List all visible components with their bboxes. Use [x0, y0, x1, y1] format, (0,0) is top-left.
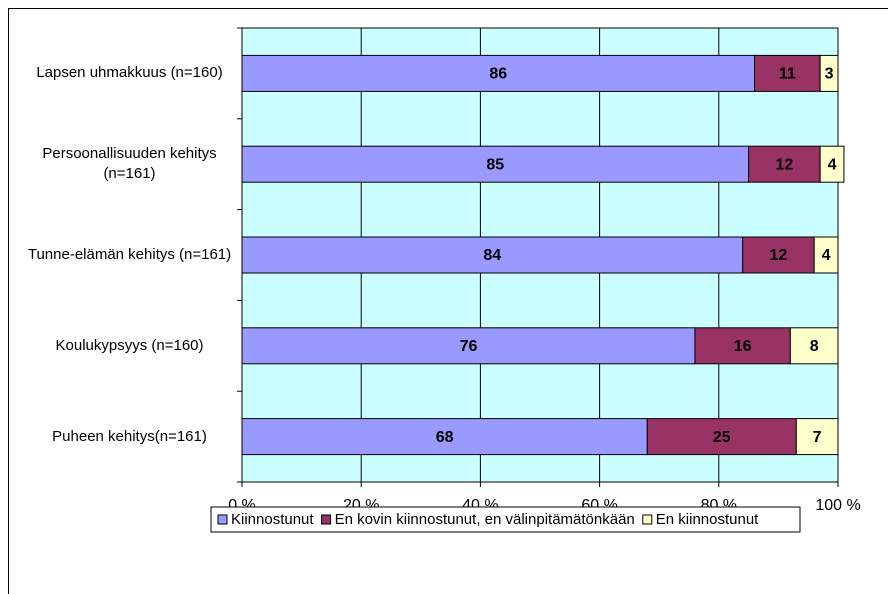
legend-swatch	[321, 514, 332, 525]
bar-segment	[241, 418, 648, 456]
category-label: Tunne-elämän kehitys (n=161)	[27, 246, 232, 263]
chart-border	[8, 8, 888, 594]
bar-segment	[789, 327, 839, 365]
legend-label: En kovin kiinnostunut, en välinpitämätön…	[335, 511, 635, 528]
category-label: Puheen kehitys(n=161)	[52, 427, 207, 445]
value-label: 25	[713, 429, 731, 446]
legend-label: Kiinnostunut	[231, 511, 314, 528]
legend-box	[210, 506, 801, 533]
bar-segment	[748, 145, 821, 183]
legend-swatch	[642, 514, 653, 525]
value-label: 16	[734, 338, 752, 355]
value-label: 3	[825, 66, 834, 83]
legend-label: En kiinnostunut	[656, 511, 759, 528]
category-label: Lapsen uhmakkuus (n=160)	[36, 64, 223, 82]
bar-segment	[742, 236, 815, 274]
value-label: 84	[483, 247, 501, 264]
value-label: 76	[460, 338, 478, 355]
bar-segment	[754, 54, 821, 92]
category-label: Koulukypsyys (n=160)	[55, 336, 204, 354]
value-label: 8	[810, 338, 819, 355]
value-label: 86	[489, 66, 507, 83]
bar-segment	[795, 418, 839, 456]
value-label: 85	[486, 156, 504, 173]
value-label: 11	[779, 66, 796, 83]
value-label: 12	[770, 247, 788, 264]
legend-swatch	[217, 514, 228, 525]
value-label: 12	[775, 156, 793, 173]
bar-segment	[694, 327, 791, 365]
x-tick-label: 100 %	[815, 497, 860, 514]
bar-segment	[646, 418, 797, 456]
value-label: 4	[822, 247, 831, 264]
bar-segment	[241, 327, 696, 365]
value-label: 68	[436, 429, 454, 446]
value-label: 4	[828, 156, 837, 173]
value-label: 7	[813, 429, 822, 446]
category-label: Persoonallisuuden kehitys (n=161)	[42, 145, 217, 183]
bar-segment	[813, 236, 839, 274]
bar-segment	[241, 145, 750, 183]
bar-segment	[819, 54, 839, 92]
bar-segment	[819, 145, 845, 183]
bar-segment	[241, 236, 744, 274]
